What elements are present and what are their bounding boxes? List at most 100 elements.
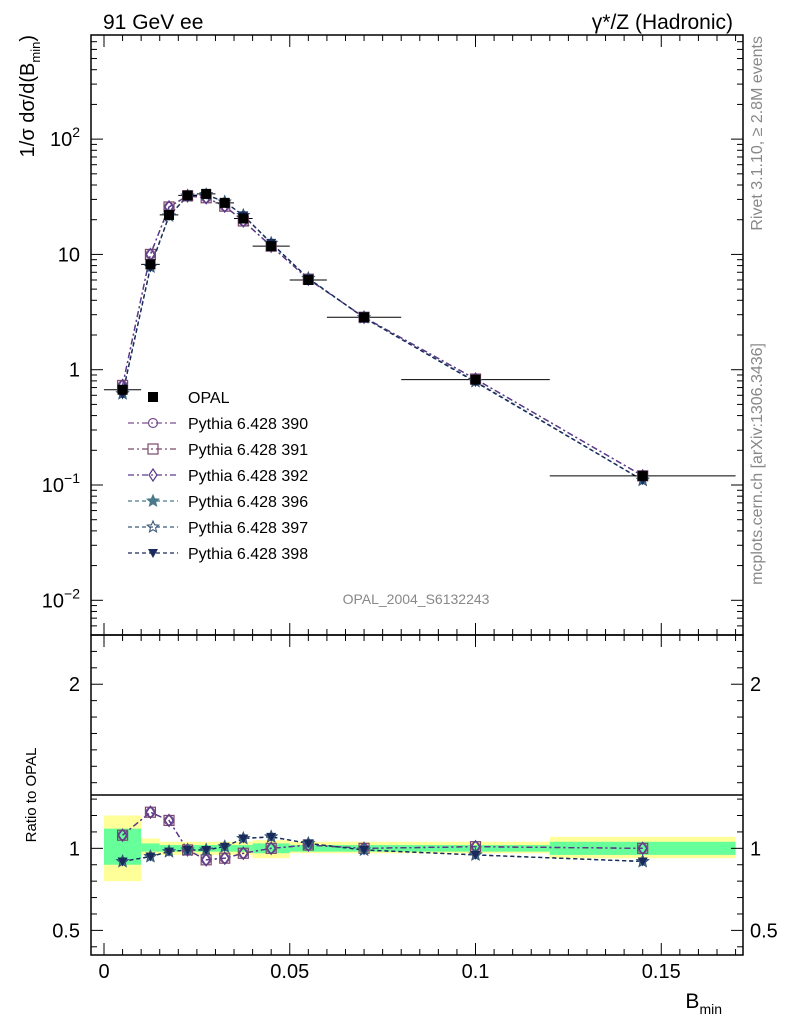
ratio-markers (115, 805, 650, 868)
main-line-series-3 (121, 193, 644, 481)
side-text-bottom: mcplots.cern.ch [arXiv:1306.3436] (749, 343, 766, 585)
main-marker-series-0 (145, 249, 156, 260)
ratio-marker-series-5 (303, 839, 314, 849)
x-tick-label: 0.15 (642, 961, 681, 983)
main-y-tick-label-base: 1 (69, 360, 80, 382)
main-marker-data (303, 274, 314, 285)
main-marker-data (266, 241, 277, 252)
main-markers (115, 187, 650, 487)
ratio-y-tick-label-left: 1 (69, 838, 80, 860)
main-y-tick-label-exponent: −2 (64, 585, 80, 601)
ratio-marker-series-2 (117, 828, 128, 843)
ratio-plot-panel: 0.5 0.5 1 1 2 2 0 0.05 0.1 0.15 Ratio to OPAL Bm… (23, 634, 778, 1017)
main-y-tick-label: 10−1 (42, 470, 80, 497)
x-tick-labels: 0 0.05 0.1 0.15 (98, 961, 680, 983)
main-y-tick-label-base: 10 (58, 244, 80, 266)
main-y-tick-label-exponent: 2 (72, 124, 80, 140)
main-y-tick-label: 10−2 (42, 585, 80, 612)
legend-marker-series-4 (145, 519, 161, 534)
main-line-series-2 (121, 195, 644, 477)
main-y-tick-label: 102 (50, 124, 80, 151)
ratio-marker-series-2 (238, 846, 249, 861)
ratio-marker-series-2 (145, 805, 156, 820)
legend-marker-series-1 (147, 443, 159, 455)
x-axis-label: Bmin (685, 990, 722, 1017)
ratio-y-tick-labels: 0.5 0.5 1 1 2 2 (52, 674, 778, 942)
analysis-label: OPAL_2004_S6132243 (343, 591, 490, 607)
ratio-frame (90, 634, 744, 956)
main-y-axis-label: 1/σ dσ/d(Bmin) (17, 35, 43, 157)
main-marker-data (201, 188, 212, 199)
main-series-lines (121, 193, 644, 481)
ratio-marker-series-5 (164, 847, 175, 857)
ratio-marker-series-5 (238, 834, 249, 844)
x-tick-label: 0.05 (270, 961, 309, 983)
ratio-y-tick-label-right: 2 (750, 674, 761, 696)
side-text-top: Rivet 3.1.10, ≥ 2.8M events (749, 36, 766, 231)
x-axis-label-sub: min (699, 1001, 722, 1017)
ratio-y-tick-label-left: 2 (69, 674, 80, 696)
ratio-marker-series-5 (470, 850, 481, 860)
ratio-marker-series-5 (359, 845, 370, 855)
main-marker-data (470, 374, 481, 385)
main-marker-data (637, 470, 648, 481)
legend-marker-data (148, 392, 158, 402)
main-marker-data (164, 209, 175, 220)
legend-label-series-5: Pythia 6.428 398 (188, 546, 308, 563)
main-y-axis-label-sub: min (28, 42, 43, 63)
legend-label-series-0: Pythia 6.428 390 (188, 416, 308, 433)
legend-marker-series-0 (147, 417, 159, 429)
ratio-y-tick-label-left: 0.5 (52, 920, 80, 942)
ratio-marker-series-5 (117, 857, 128, 867)
legend-label-series-1: Pythia 6.428 391 (188, 442, 308, 459)
legend-label-data: OPAL (188, 390, 230, 407)
main-y-axis-label-main: 1/σ dσ/d(B (17, 63, 39, 158)
legend: OPAL Pythia 6.428 390 Pythia 6.428 391 Pyth… (128, 390, 308, 563)
main-y-tick-label: 10 (58, 244, 80, 266)
main-frame (90, 34, 744, 636)
ratio-marker-series-2 (220, 851, 230, 866)
main-line-series-4 (121, 193, 644, 481)
x-axis-label-main: B (685, 990, 699, 1013)
ratio-marker-series-0 (145, 807, 156, 818)
ratio-marker-series-5 (637, 857, 648, 867)
ratio-band-green-5 (549, 841, 736, 855)
header-left: 91 GeV ee (103, 11, 203, 34)
main-marker-data (117, 384, 128, 395)
x-tick-label: 0 (98, 961, 109, 983)
ratio-marker-series-5 (201, 845, 212, 855)
legend-marker-series-2 (148, 467, 158, 483)
main-line-series-1 (121, 195, 644, 477)
ratio-y-tick-label-right: 1 (750, 838, 761, 860)
header-right: γ*/Z (Hadronic) (592, 11, 733, 34)
x-tick-label: 0.1 (462, 961, 490, 983)
ratio-marker-series-2 (201, 852, 211, 867)
main-line-series-5 (121, 193, 644, 481)
legend-label-series-2: Pythia 6.428 392 (188, 468, 308, 485)
main-ticks (91, 34, 743, 636)
ratio-band-green-4 (289, 845, 550, 852)
ratio-band-green-1 (141, 843, 160, 852)
legend-marker-series-3 (145, 493, 161, 508)
main-data-errorbars (104, 193, 736, 477)
ratio-marker-series-2 (164, 813, 174, 828)
ratio-marker-series-5 (145, 852, 156, 862)
main-marker-data (359, 312, 370, 323)
ratio-y-axis-label: Ratio to OPAL (23, 748, 40, 843)
ratio-y-tick-label-right: 0.5 (750, 920, 778, 942)
legend-label-series-3: Pythia 6.428 396 (188, 494, 308, 511)
ratio-marker-series-2 (266, 841, 276, 856)
main-y-tick-label-base: 10 (42, 475, 64, 497)
ratio-marker-series-5 (182, 845, 193, 855)
ratio-marker-series-5 (219, 842, 230, 852)
main-marker-data (145, 259, 156, 270)
main-y-tick-label: 1 (69, 360, 80, 382)
main-marker-data (182, 190, 193, 201)
main-line-series-0 (121, 195, 644, 477)
main-y-tick-label-base: 10 (42, 590, 64, 612)
legend-marker-series-5 (148, 549, 158, 558)
main-marker-data (238, 213, 249, 224)
